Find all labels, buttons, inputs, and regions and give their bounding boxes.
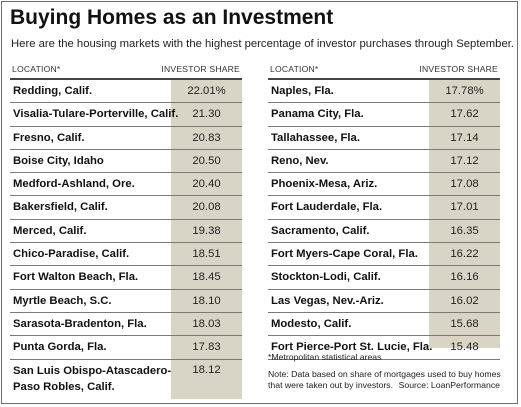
share-cell: 17.01 [450,201,479,214]
share-column-header: INVESTOR SHARE [161,64,240,74]
page-subtitle: Here are the housing markets with the hi… [11,38,515,50]
location-cell: Medford-Ashland, Ore. [13,178,135,191]
table-row: Sarasota-Bradenton, Fla. 18.03 [10,313,242,337]
share-cell: 15.68 [450,317,479,330]
table-row: Chico-Paradise, Calif. 18.51 [10,243,242,267]
table-header: LOCATION* INVESTOR SHARE [268,60,500,80]
location-cell: Sacramento, Calif. [271,224,370,237]
location-cell: Myrtle Beach, S.C. [13,294,112,307]
share-cell: 15.48 [450,341,479,354]
table-row: Punta Gorda, Fla. 17.83 [10,336,242,360]
table-row: San Luis Obispo-Atascadero-Paso Robles, … [10,360,242,404]
table-row: Boise City, Idaho 20.50 [10,150,242,174]
table-row: Redding, Calif. 22.01% [10,80,242,104]
location-cell: Chico-Paradise, Calif. [13,248,130,261]
share-cell: 22.01% [187,85,226,97]
location-cell: Punta Gorda, Fla. [13,341,107,354]
share-cell: 16.16 [450,271,479,284]
share-cell: 18.51 [192,248,221,261]
location-cell: San Luis Obispo-Atascadero-Paso Robles, … [13,364,172,393]
location-cell: Boise City, Idaho [13,154,104,167]
location-cell: Fort Walton Beach, Fla. [13,271,139,284]
location-cell: Modesto, Calif. [271,317,352,330]
location-cell: Panama City, Fla. [271,108,364,121]
note: Note: Data based on share of mortgages u… [268,369,508,391]
share-column-shade [429,80,500,348]
table-row: Reno, Nev. 17.12 [268,150,500,174]
location-cell: Sarasota-Bradenton, Fla. [13,317,147,330]
share-cell: 16.22 [450,248,479,261]
share-cell: 17.08 [450,178,479,191]
location-column-header: LOCATION* [12,64,61,74]
table-row: Tallahassee, Fla. 17.14 [268,127,500,150]
location-cell: Stockton-Lodi, Calif. [271,271,381,284]
table-row: Fresno, Calif. 20.83 [10,127,242,150]
share-cell: 16.02 [450,294,479,307]
location-cell: Naples, Fla. [271,85,334,97]
share-cell: 20.50 [192,154,221,167]
share-cell: 17.78% [445,85,484,97]
location-column-header: LOCATION* [270,64,319,74]
table-row: Bakersfield, Calif. 20.08 [10,196,242,220]
left-table: LOCATION* INVESTOR SHARE Redding, Calif.… [10,60,242,404]
page-title: Buying Homes as an Investment [10,6,334,29]
share-cell: 19.38 [192,224,221,237]
share-cell: 16.35 [450,224,479,237]
share-cell: 17.12 [450,154,479,167]
location-cell: Phoenix-Mesa, Ariz. [271,178,378,191]
table-row: Naples, Fla. 17.78% [268,80,500,104]
share-cell: 21.30 [192,108,221,121]
location-cell: Bakersfield, Calif. [13,201,108,214]
share-cell: 18.12 [192,363,221,376]
location-cell: Redding, Calif. [13,85,93,97]
table-row: Modesto, Calif. 15.68 [268,313,500,337]
table-row: Fort Walton Beach, Fla. 18.45 [10,266,242,290]
share-column-header: INVESTOR SHARE [419,64,498,74]
table-row: Myrtle Beach, S.C. 18.10 [10,290,242,313]
location-cell: Reno, Nev. [271,154,329,167]
location-cell: Las Vegas, Nev.-Ariz. [271,294,384,307]
table-row: Sacramento, Calif. 16.35 [268,220,500,244]
location-cell: Visalia-Tulare-Porterville, Calif. [13,108,179,121]
table-row: Visalia-Tulare-Porterville, Calif. 21.30 [10,103,242,127]
table-header: LOCATION* INVESTOR SHARE [10,60,242,80]
share-cell: 18.03 [192,317,221,330]
share-cell: 20.08 [192,201,221,214]
location-cell: Merced, Calif. [13,224,87,237]
share-cell: 17.83 [192,341,221,354]
table-row: Merced, Calif. 19.38 [10,220,242,244]
location-cell: Fresno, Calif. [13,131,85,144]
table-row: Panama City, Fla. 17.62 [268,103,500,127]
footnote: *Metropolitan statistical areas [268,352,382,362]
share-cell: 18.45 [192,271,221,284]
location-cell: Fort Pierce-Port St. Lucie, Fla. [271,341,433,354]
location-cell: Fort Myers-Cape Coral, Fla. [271,248,418,261]
share-cell: 17.62 [450,108,479,121]
table-row: Fort Myers-Cape Coral, Fla. 16.22 [268,243,500,267]
table-row: Medford-Ashland, Ore. 20.40 [10,173,242,197]
share-cell: 17.14 [450,131,479,144]
table-row: Stockton-Lodi, Calif. 16.16 [268,266,500,290]
table-row: Fort Pierce-Port St. Lucie, Fla. 15.48 [268,336,500,360]
table-row: Phoenix-Mesa, Ariz. 17.08 [268,173,500,197]
note-text: Note: Data based on share of mortgages u… [268,369,501,390]
notes: *Metropolitan statistical areas Note: Da… [268,352,508,391]
share-cell: 20.83 [192,131,221,144]
share-cell: 18.10 [192,294,221,307]
location-cell: Fort Lauderdale, Fla. [271,201,383,214]
source: Source: LoanPerformance [398,380,500,390]
right-table: LOCATION* INVESTOR SHARE Naples, Fla. 17.… [268,60,500,360]
share-column-shade [171,80,242,399]
table-row: Las Vegas, Nev.-Ariz. 16.02 [268,290,500,313]
share-cell: 20.40 [192,178,221,191]
location-cell: Tallahassee, Fla. [271,131,360,144]
table-row: Fort Lauderdale, Fla. 17.01 [268,196,500,220]
